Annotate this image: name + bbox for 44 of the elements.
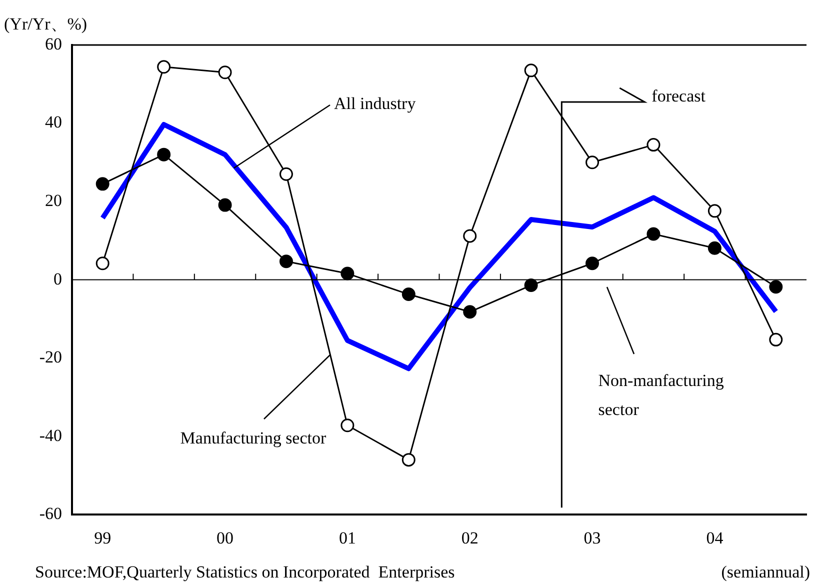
point — [340, 266, 354, 280]
point — [218, 66, 232, 80]
x-tick-label: 04 — [706, 528, 724, 548]
y-tick-label: -60 — [39, 504, 62, 524]
text: Non-manfacturing sector — [598, 370, 724, 419]
x-tick-label: 99 — [94, 528, 112, 548]
x-tick-label: 03 — [584, 528, 601, 548]
point — [769, 280, 783, 294]
point — [157, 60, 171, 74]
point — [524, 64, 538, 78]
point — [708, 204, 722, 218]
text: All industry — [334, 94, 416, 114]
point — [463, 305, 477, 319]
x-tick-label: 00 — [216, 528, 234, 548]
point — [279, 167, 293, 181]
point — [769, 332, 783, 346]
point — [646, 227, 660, 241]
series-label: Manufacturing sector — [180, 428, 326, 448]
point — [96, 177, 110, 191]
x-tick-label: 02 — [461, 528, 478, 548]
x-tick-label: 01 — [338, 528, 356, 548]
y-tick-label: -20 — [39, 348, 62, 367]
point — [646, 138, 660, 152]
ref-line-label: forecast — [652, 86, 706, 106]
y-tick-label: 20 — [45, 191, 62, 210]
point — [402, 453, 416, 467]
y-tick-label: 40 — [45, 112, 62, 132]
point — [463, 229, 477, 243]
point — [279, 254, 293, 268]
y-tick-label: -40 — [39, 426, 62, 445]
y-tick-label: 0 — [54, 269, 62, 288]
y-tick-label: 60 — [45, 34, 62, 54]
point — [218, 198, 232, 212]
point — [340, 418, 354, 432]
point — [96, 256, 110, 270]
point — [524, 278, 538, 292]
point — [708, 241, 722, 255]
source-note: Source:MOF,Quarterly Statistics on Incorporated Enterprises — [35, 562, 455, 582]
point — [402, 288, 416, 302]
point — [586, 256, 600, 270]
point — [157, 148, 171, 162]
y-axis-title: (Yr/Yr、%) — [4, 14, 88, 34]
point — [586, 156, 600, 170]
text: (semiannual) — [721, 562, 810, 582]
